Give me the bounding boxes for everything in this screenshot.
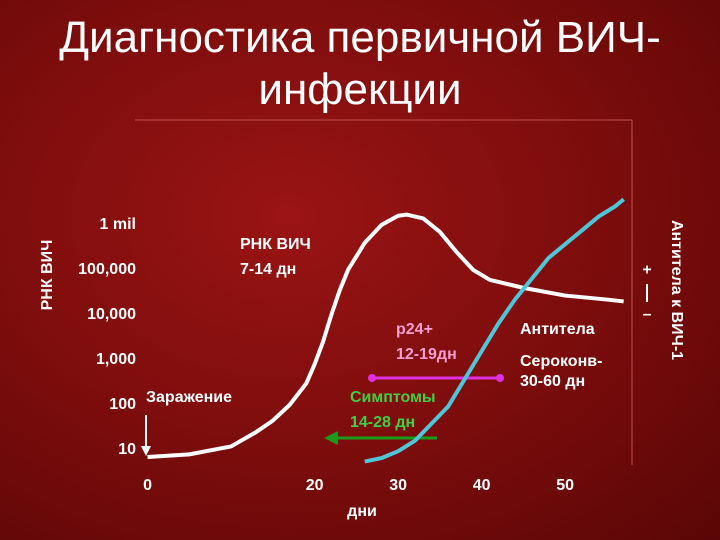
x-axis-label: дни <box>347 503 377 520</box>
annotation: 30-60 дн <box>520 373 585 390</box>
series-line <box>364 197 625 464</box>
y2-tick-label: – <box>643 306 652 323</box>
y-tick-label: 100,000 <box>78 261 136 278</box>
y-tick-label: 100 <box>109 396 136 413</box>
y-tick-label: 1 mil <box>100 216 136 233</box>
y-axis-label: РНК ВИЧ <box>39 240 56 311</box>
series-line <box>147 212 624 459</box>
arrow-head <box>141 446 151 456</box>
annotation: р24+ <box>396 321 433 338</box>
y2-tick-label: + <box>642 261 651 278</box>
annotation: 14-28 дн <box>350 414 415 431</box>
p24-interval-end <box>368 374 376 382</box>
y-tick-label: 10,000 <box>87 306 136 323</box>
x-tick-label: 40 <box>473 477 491 494</box>
arrow-head <box>324 431 338 445</box>
p24-interval-end <box>496 374 504 382</box>
annotation: Симптомы <box>350 389 436 406</box>
annotation: Сероконв- <box>520 353 602 370</box>
annotation: Антитела <box>520 321 595 338</box>
y-tick-label: 10 <box>118 441 136 458</box>
annotation: РНК ВИЧ <box>240 236 311 253</box>
y2-axis-label: Антитела к ВИЧ-1 <box>668 220 685 360</box>
x-tick-label: 0 <box>143 477 152 494</box>
x-tick-label: 30 <box>389 477 407 494</box>
annotation: 7-14 дн <box>240 261 296 278</box>
x-tick-label: 20 <box>306 477 324 494</box>
annotation: Заражение <box>146 389 232 406</box>
y-tick-label: 1,000 <box>96 351 136 368</box>
annotation: 12-19дн <box>396 346 457 363</box>
chart-title: Диагностика первичной ВИЧ-инфекции <box>59 13 661 114</box>
x-tick-label: 50 <box>556 477 574 494</box>
